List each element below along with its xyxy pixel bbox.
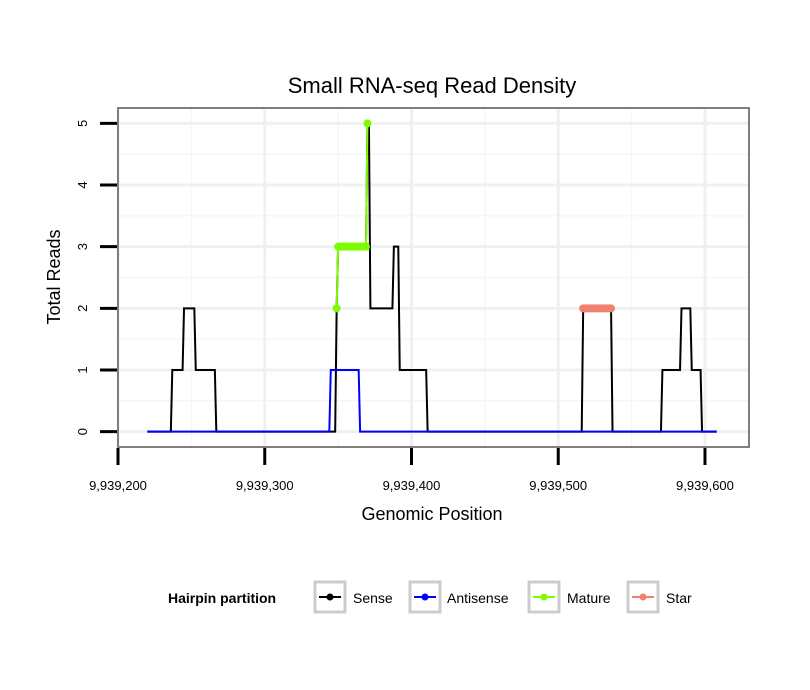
legend-item-mature: Mature — [527, 580, 611, 614]
legend-title: Hairpin partition — [168, 590, 276, 606]
data-point-mature — [332, 304, 341, 313]
legend-label-star: Star — [666, 590, 692, 606]
y-tick-label: 0 — [75, 428, 90, 435]
y-axis-title: Total Reads — [44, 229, 64, 324]
legend-item-star: Star — [626, 580, 692, 614]
legend-key-sense-marker — [326, 593, 334, 601]
y-tick-label: 4 — [75, 181, 90, 188]
data-point-mature — [363, 119, 372, 128]
legend-key-mature-marker — [540, 593, 548, 601]
legend-item-antisense: Antisense — [408, 580, 509, 614]
legend-label-antisense: Antisense — [447, 590, 509, 606]
legend-label-sense: Sense — [353, 590, 393, 606]
legend-key-star-marker — [639, 593, 647, 601]
x-tick-label: 9,939,500 — [529, 478, 587, 493]
series-line-antisense — [147, 368, 717, 433]
y-tick-label: 5 — [75, 120, 90, 127]
chart-title: Small RNA-seq Read Density — [288, 73, 577, 98]
plot-border — [117, 107, 750, 448]
series-star — [579, 304, 616, 313]
x-axis-title: Genomic Position — [361, 504, 502, 524]
series-sense — [147, 122, 717, 433]
series-antisense — [147, 368, 717, 433]
legend-item-sense: Sense — [313, 580, 393, 614]
legend-label-mature: Mature — [567, 590, 611, 606]
x-tick-label: 9,939,300 — [236, 478, 294, 493]
legend: Hairpin partition Sense Antisense Mature… — [168, 580, 692, 614]
data-point-mature — [361, 242, 370, 251]
data-point-star — [607, 304, 616, 313]
legend-key-antisense-marker — [421, 593, 429, 601]
x-tick-label: 9,939,400 — [383, 478, 441, 493]
y-tick-label: 1 — [75, 366, 90, 373]
y-tick-label: 2 — [75, 305, 90, 312]
series-mature — [332, 119, 372, 313]
x-tick-label: 9,939,200 — [89, 478, 147, 493]
series-layer — [147, 119, 717, 433]
x-axis: 9,939,200 9,939,300 9,939,400 9,939,500 9,93… — [89, 448, 734, 493]
series-line-sense — [147, 122, 717, 433]
y-tick-label: 3 — [75, 243, 90, 250]
y-axis: 0 1 2 3 4 5 — [75, 120, 117, 435]
x-tick-label: 9,939,600 — [676, 478, 734, 493]
